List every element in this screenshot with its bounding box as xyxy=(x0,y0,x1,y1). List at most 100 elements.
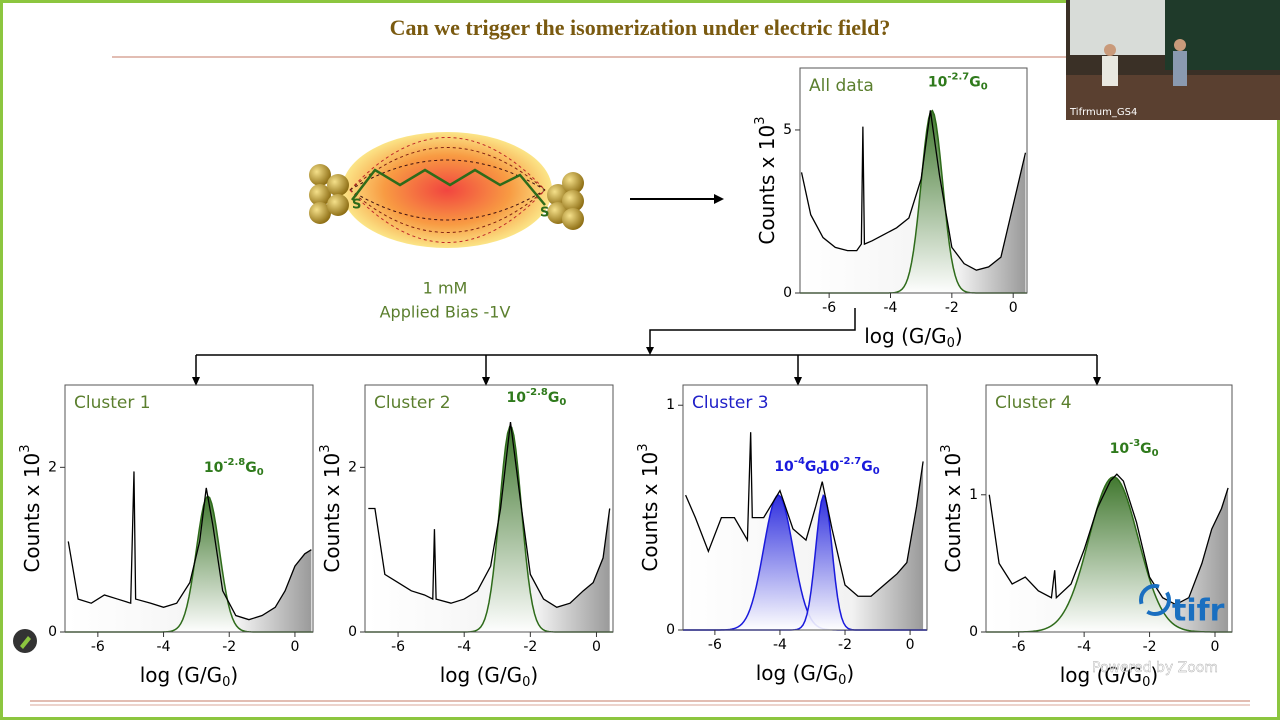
annotation-unit: G xyxy=(548,390,560,406)
histogram-area xyxy=(685,432,924,630)
x-tick-label: -4 xyxy=(157,639,171,655)
label-part: ) xyxy=(846,661,854,685)
y-axis-label: Counts x 103 xyxy=(636,443,662,571)
x-tick-label: -2 xyxy=(838,637,852,653)
histogram-line xyxy=(67,471,312,621)
y-tick-label: 1 xyxy=(969,487,978,503)
plot-frame xyxy=(364,384,614,633)
y-tick-label: 0 xyxy=(48,624,57,640)
annotation-exp: -2.7 xyxy=(839,456,861,467)
annotation-exp: -2.7 xyxy=(947,71,969,82)
x-tick-label: 0 xyxy=(592,639,601,655)
annotation-base: 10 xyxy=(774,459,794,475)
annotation-unit: G xyxy=(805,459,817,475)
y-axis-label: Counts x 103 xyxy=(18,444,44,572)
label-sup: 3 xyxy=(636,443,651,451)
annotation-exp: -2.8 xyxy=(526,387,548,398)
label-part: Counts x 10 xyxy=(20,453,44,573)
histogram-line xyxy=(368,421,611,609)
label-part: log (G/G xyxy=(864,324,946,348)
plot-frame xyxy=(682,384,928,631)
plot-frame xyxy=(799,67,1028,294)
label-part: ) xyxy=(230,663,238,687)
label-part: log (G/G xyxy=(140,663,222,687)
x-tick-label: -6 xyxy=(708,637,722,653)
histogram-line xyxy=(685,432,924,597)
chart-title: Cluster 4 xyxy=(995,393,1072,413)
flow-arrows xyxy=(192,194,1101,386)
field-line xyxy=(349,189,546,221)
field-line xyxy=(349,189,546,233)
field-line xyxy=(349,137,546,191)
logo-text: tifr xyxy=(1172,594,1225,629)
chart-title: Cluster 2 xyxy=(374,393,451,413)
field-line xyxy=(349,189,546,243)
x-tick-label: -2 xyxy=(1143,639,1157,655)
x-tick-label: 0 xyxy=(1211,639,1220,655)
y-tick-label: 5 xyxy=(783,122,792,138)
atom-label: S xyxy=(352,198,361,213)
participant-name: Tifrmum_GS4 xyxy=(1069,107,1137,118)
annotation-sub: 0 xyxy=(981,81,988,92)
label-sub: 0 xyxy=(222,675,230,690)
y-tick-label: 0 xyxy=(783,285,792,301)
peak-annotation: 10-4G0 xyxy=(774,456,823,477)
histogram-line xyxy=(800,110,1027,271)
annotation-unit: G xyxy=(1140,441,1152,457)
histogram-line xyxy=(988,473,1229,606)
peak-annotation: 10-2.8G0 xyxy=(204,457,264,478)
y-axis-label: Counts x 103 xyxy=(753,116,779,244)
x-tick-label: -6 xyxy=(1012,639,1026,655)
y-tick-label: 1 xyxy=(666,397,675,413)
x-axis-label: log (G/G0) xyxy=(1060,663,1158,690)
slide-title: Can we trigger the isomerization under e… xyxy=(390,15,891,40)
x-axis-label: log (G/G0) xyxy=(864,324,962,351)
annotation-base: 10 xyxy=(506,390,526,406)
label-sub: 0 xyxy=(838,673,846,688)
chart-title: Cluster 3 xyxy=(692,393,769,413)
y-tick-label: 0 xyxy=(969,624,978,640)
annotation-exp: -2.8 xyxy=(223,457,245,468)
label-part: ) xyxy=(1150,663,1158,687)
y-axis-label: Counts x 103 xyxy=(318,444,344,572)
x-tick-label: -6 xyxy=(822,300,836,316)
x-tick-label: -4 xyxy=(884,300,898,316)
chart-title: Cluster 1 xyxy=(74,393,151,413)
label-part: log (G/G xyxy=(756,661,838,685)
schematic: S S xyxy=(309,132,584,248)
peak-annotation: 10-2.7G0 xyxy=(928,71,988,92)
x-axis-label: log (G/G0) xyxy=(440,663,538,690)
x-tick-label: 0 xyxy=(906,637,915,653)
condition-text: Applied Bias -1V xyxy=(380,303,511,322)
x-axis-label: log (G/G0) xyxy=(756,661,854,688)
annotation-exp: -3 xyxy=(1129,438,1140,449)
x-tick-label: -6 xyxy=(91,639,105,655)
annotation-base: 10 xyxy=(1110,441,1130,457)
plot-frame xyxy=(64,384,314,633)
label-sub: 0 xyxy=(1142,675,1150,690)
atom-label: S xyxy=(540,206,549,221)
label-part: Counts x 10 xyxy=(755,125,779,245)
annotation-exp: -4 xyxy=(794,456,805,467)
y-tick-label: 0 xyxy=(666,622,675,638)
field-glow xyxy=(342,132,552,248)
peak-annotation: 10-3G0 xyxy=(1110,438,1159,459)
peak-annotation: 10-2.8G0 xyxy=(506,387,566,408)
label-sup: 3 xyxy=(18,444,33,452)
x-tick-label: -4 xyxy=(1077,639,1091,655)
molecule xyxy=(351,168,546,206)
zoom-watermark: Powered by Zoom xyxy=(1092,660,1218,676)
label-sup: 3 xyxy=(318,444,333,452)
peak-annotation: 10-2.7G0 xyxy=(820,456,880,477)
plot-frame xyxy=(985,384,1233,633)
label-sub: 0 xyxy=(522,675,530,690)
x-tick-label: -4 xyxy=(457,639,471,655)
video-thumbnail: Tifrmum_GS4 xyxy=(1066,0,1280,120)
x-tick-label: -2 xyxy=(945,300,959,316)
histogram-area xyxy=(368,422,610,632)
logo-mark xyxy=(1139,584,1171,616)
